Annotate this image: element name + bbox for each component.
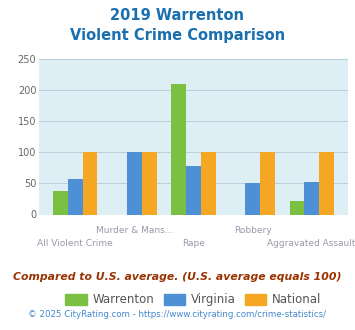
Text: All Violent Crime: All Violent Crime	[37, 240, 113, 248]
Text: © 2025 CityRating.com - https://www.cityrating.com/crime-statistics/: © 2025 CityRating.com - https://www.city…	[28, 310, 327, 319]
Bar	[319, 152, 334, 214]
Text: Rape: Rape	[182, 240, 205, 248]
Bar	[304, 182, 319, 215]
Bar	[68, 179, 83, 215]
Bar	[127, 152, 142, 214]
Bar	[260, 152, 275, 214]
Bar	[245, 183, 260, 214]
Bar	[290, 201, 304, 214]
Text: Violent Crime Comparison: Violent Crime Comparison	[70, 28, 285, 43]
Bar	[142, 152, 157, 214]
Text: 2019 Warrenton: 2019 Warrenton	[110, 8, 245, 23]
Text: Robbery: Robbery	[234, 226, 272, 235]
Text: Murder & Mans...: Murder & Mans...	[96, 226, 173, 235]
Bar	[201, 152, 215, 214]
Bar	[83, 152, 97, 214]
Bar	[53, 191, 68, 214]
Text: Aggravated Assault: Aggravated Assault	[267, 240, 355, 248]
Bar	[171, 83, 186, 214]
Bar	[186, 166, 201, 214]
Text: Compared to U.S. average. (U.S. average equals 100): Compared to U.S. average. (U.S. average …	[13, 272, 342, 282]
Legend: Warrenton, Virginia, National: Warrenton, Virginia, National	[61, 289, 326, 311]
